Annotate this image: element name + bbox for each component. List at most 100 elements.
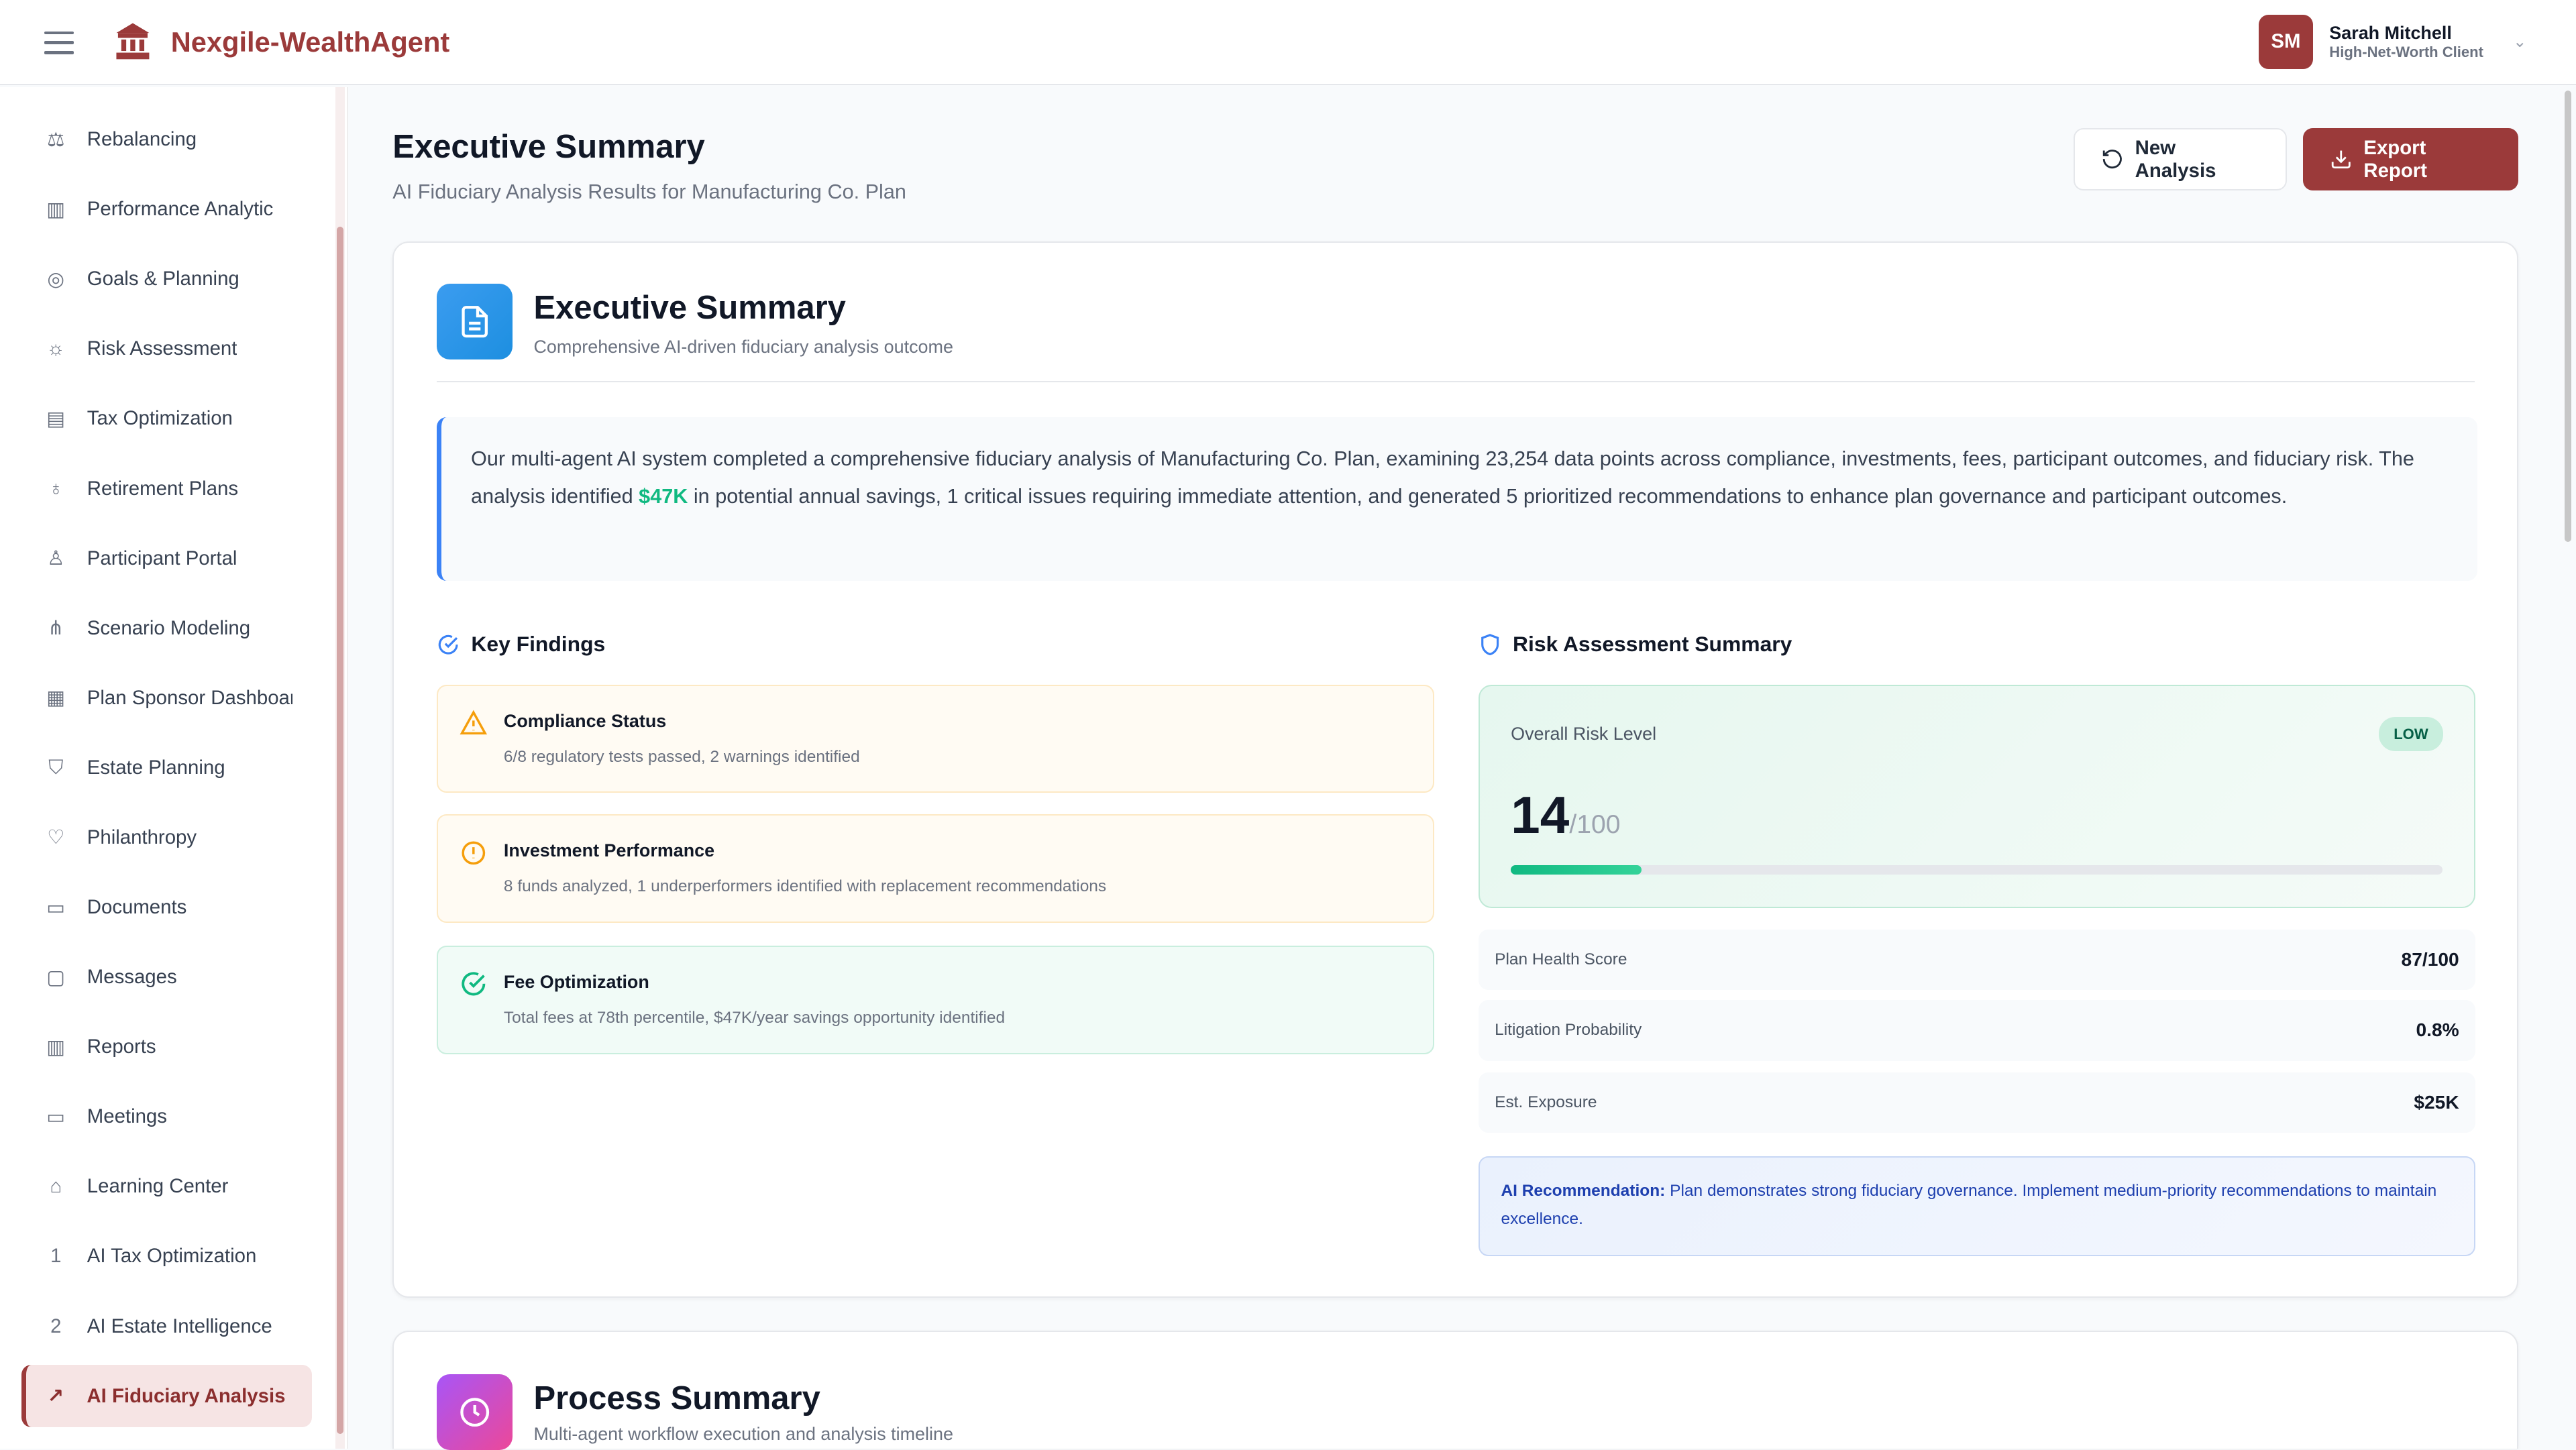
finding-title: Compliance Status xyxy=(503,710,667,731)
sidebar: ⚖ Rebalancing ▥ Performance Analytic ◎ Goals … xyxy=(0,87,349,1449)
sidebar-item-label: Tax Optimization xyxy=(87,407,233,430)
piggy-icon: ♁ xyxy=(48,477,64,500)
finding-title: Investment Performance xyxy=(503,840,715,860)
sidebar-item-philanthropy[interactable]: ♡ Philanthropy xyxy=(21,806,312,869)
sidebar-item-label: Performance Analytic xyxy=(87,198,274,221)
finding-desc: 6/8 regulatory tests passed, 2 warnings … xyxy=(503,747,860,766)
sidebar-item-participant-portal[interactable]: ♙ Participant Portal xyxy=(21,527,312,590)
user-role: High-Net-Worth Client xyxy=(2329,43,2483,60)
top-bar: Nexgile-WealthAgent SM Sarah Mitchell Hig… xyxy=(0,0,2576,86)
intro-text-end: in potential annual savings, 1 critical … xyxy=(688,485,2288,508)
sidebar-item-label: Reports xyxy=(87,1036,156,1058)
sidebar-item-label: Risk Assessment xyxy=(87,337,237,360)
scale-icon: ⚖ xyxy=(47,128,65,151)
risk-score: 14/100 xyxy=(1511,785,1620,846)
metric-value: 87/100 xyxy=(2401,948,2459,970)
metric-label: Litigation Probability xyxy=(1495,1021,1642,1040)
finding-compliance: Compliance Status 6/8 regulatory tests p… xyxy=(436,684,1434,793)
sidebar-item-goals-planning[interactable]: ◎ Goals & Planning xyxy=(21,248,312,311)
risk-score-max: /100 xyxy=(1569,810,1621,839)
menu-icon[interactable] xyxy=(44,31,74,54)
user-menu[interactable]: SM Sarah Mitchell High-Net-Worth Client ⌄ xyxy=(2258,15,2527,69)
bar-chart-icon: ▥ xyxy=(46,198,66,221)
sidebar-item-reports[interactable]: ▥ Reports xyxy=(21,1016,312,1078)
sidebar-item-label: Participant Portal xyxy=(87,547,237,569)
risk-label: Overall Risk Level xyxy=(1511,724,1657,744)
sidebar-item-label: Retirement Plans xyxy=(87,477,239,500)
ai-recommendation-label: AI Recommendation: xyxy=(1501,1182,1666,1201)
heart-icon: ♡ xyxy=(47,826,65,849)
metric-litigation: Litigation Probability 0.8% xyxy=(1478,999,2476,1061)
metric-value: $25K xyxy=(2414,1092,2459,1113)
avatar: SM xyxy=(2258,15,2313,69)
metric-exposure: Est. Exposure $25K xyxy=(1478,1072,2476,1133)
savings-highlight: $47K xyxy=(639,485,688,508)
document-icon: ▤ xyxy=(46,407,66,430)
sidebar-item-meetings[interactable]: ▭ Meetings xyxy=(21,1086,312,1148)
sidebar-item-ai-tax-optimization[interactable]: 1 AI Tax Optimization xyxy=(21,1225,312,1288)
shield-icon: ⛉ xyxy=(48,756,64,779)
sidebar-item-messages[interactable]: ▢ Messages xyxy=(21,946,312,1009)
process-subtitle: Multi-agent workflow execution and analy… xyxy=(533,1423,953,1444)
brand-name[interactable]: Nexgile-WealthAgent xyxy=(170,26,450,58)
sidebar-item-label: Philanthropy xyxy=(87,826,197,848)
sidebar-item-ai-estate-intelligence[interactable]: 2 AI Estate Intelligence xyxy=(21,1295,312,1357)
new-analysis-button[interactable]: New Analysis xyxy=(2073,128,2287,191)
sidebar-item-label: AI Tax Optimization xyxy=(87,1245,257,1268)
page-subtitle: AI Fiduciary Analysis Results for Manufa… xyxy=(392,180,906,204)
key-findings-heading: Key Findings xyxy=(437,632,605,657)
sidebar-item-plan-sponsor-dashboard[interactable]: ▦ Plan Sponsor Dashboard xyxy=(21,667,312,729)
sidebar-item-label: Rebalancing xyxy=(87,128,197,151)
sidebar-item-scenario-modeling[interactable]: ⋔ Scenario Modeling xyxy=(21,597,312,659)
main-scrollbar[interactable] xyxy=(2560,87,2576,1449)
sidebar-item-retirement-plans[interactable]: ♁ Retirement Plans xyxy=(21,457,312,520)
ai-box-icon: ↗ xyxy=(47,1385,64,1408)
sidebar-item-tax-optimization[interactable]: ▤ Tax Optimization xyxy=(21,388,312,450)
sidebar-item-learning-center[interactable]: ⌂ Learning Center xyxy=(21,1156,312,1218)
sidebar-item-ai-fiduciary-analysis[interactable]: ↗ AI Fiduciary Analysis xyxy=(21,1365,313,1428)
ai-recommendation: AI Recommendation: Plan demonstrates str… xyxy=(1478,1156,2476,1257)
metric-label: Plan Health Score xyxy=(1495,950,1627,968)
sidebar-item-risk-assessment[interactable]: ☼ Risk Assessment xyxy=(21,318,312,380)
sun-icon: ☼ xyxy=(46,337,65,360)
executive-summary-card: Executive Summary Comprehensive AI-drive… xyxy=(392,241,2519,1298)
process-title: Process Summary xyxy=(533,1380,820,1416)
download-icon xyxy=(2331,150,2351,169)
one-box-icon: 1 xyxy=(50,1245,62,1268)
sidebar-item-label: Scenario Modeling xyxy=(87,616,251,639)
clock-icon xyxy=(436,1374,513,1450)
sidebar-item-label: Goals & Planning xyxy=(87,268,239,290)
metric-plan-health: Plan Health Score 87/100 xyxy=(1478,929,2476,991)
process-summary-card: Process Summary Multi-agent workflow exe… xyxy=(392,1330,2519,1450)
refresh-icon xyxy=(2102,150,2122,169)
finding-desc: 8 funds analyzed, 1 underperformers iden… xyxy=(503,877,1107,896)
shield-icon xyxy=(1481,633,1499,655)
metric-label: Est. Exposure xyxy=(1495,1093,1597,1112)
divider xyxy=(436,380,2475,383)
sidebar-item-rebalancing[interactable]: ⚖ Rebalancing xyxy=(21,109,312,171)
chart-icon: ▥ xyxy=(46,1036,66,1058)
sidebar-item-estate-planning[interactable]: ⛉ Estate Planning xyxy=(21,736,312,799)
risk-summary-title: Risk Assessment Summary xyxy=(1513,632,1792,657)
document-icon xyxy=(436,284,513,359)
chevron-down-icon[interactable]: ⌄ xyxy=(2513,33,2527,52)
sidebar-item-label: Meetings xyxy=(87,1105,167,1128)
check-circle-icon xyxy=(438,634,458,655)
new-analysis-label: New Analysis xyxy=(2135,136,2216,182)
message-icon: ▢ xyxy=(46,966,66,989)
risk-score-value: 14 xyxy=(1511,785,1570,844)
sidebar-scrollbar[interactable] xyxy=(335,87,345,1449)
alert-circle-icon xyxy=(462,841,485,865)
sidebar-item-performance-analytic[interactable]: ▥ Performance Analytic xyxy=(21,178,312,241)
check-circle-icon xyxy=(462,972,486,996)
video-icon: ▭ xyxy=(46,1105,66,1128)
intro-text: Our multi-agent AI system completed a co… xyxy=(471,447,2414,508)
risk-progress-fill xyxy=(1511,865,1642,875)
finding-investment: Investment Performance 8 funds analyzed,… xyxy=(436,814,1434,923)
sidebar-item-documents[interactable]: ▭ Documents xyxy=(21,877,312,939)
bank-logo-icon xyxy=(116,23,150,60)
two-box-icon: 2 xyxy=(50,1315,62,1337)
finding-title: Fee Optimization xyxy=(503,971,649,992)
export-report-button[interactable]: Export Report xyxy=(2303,128,2519,191)
key-findings-title: Key Findings xyxy=(471,632,606,657)
